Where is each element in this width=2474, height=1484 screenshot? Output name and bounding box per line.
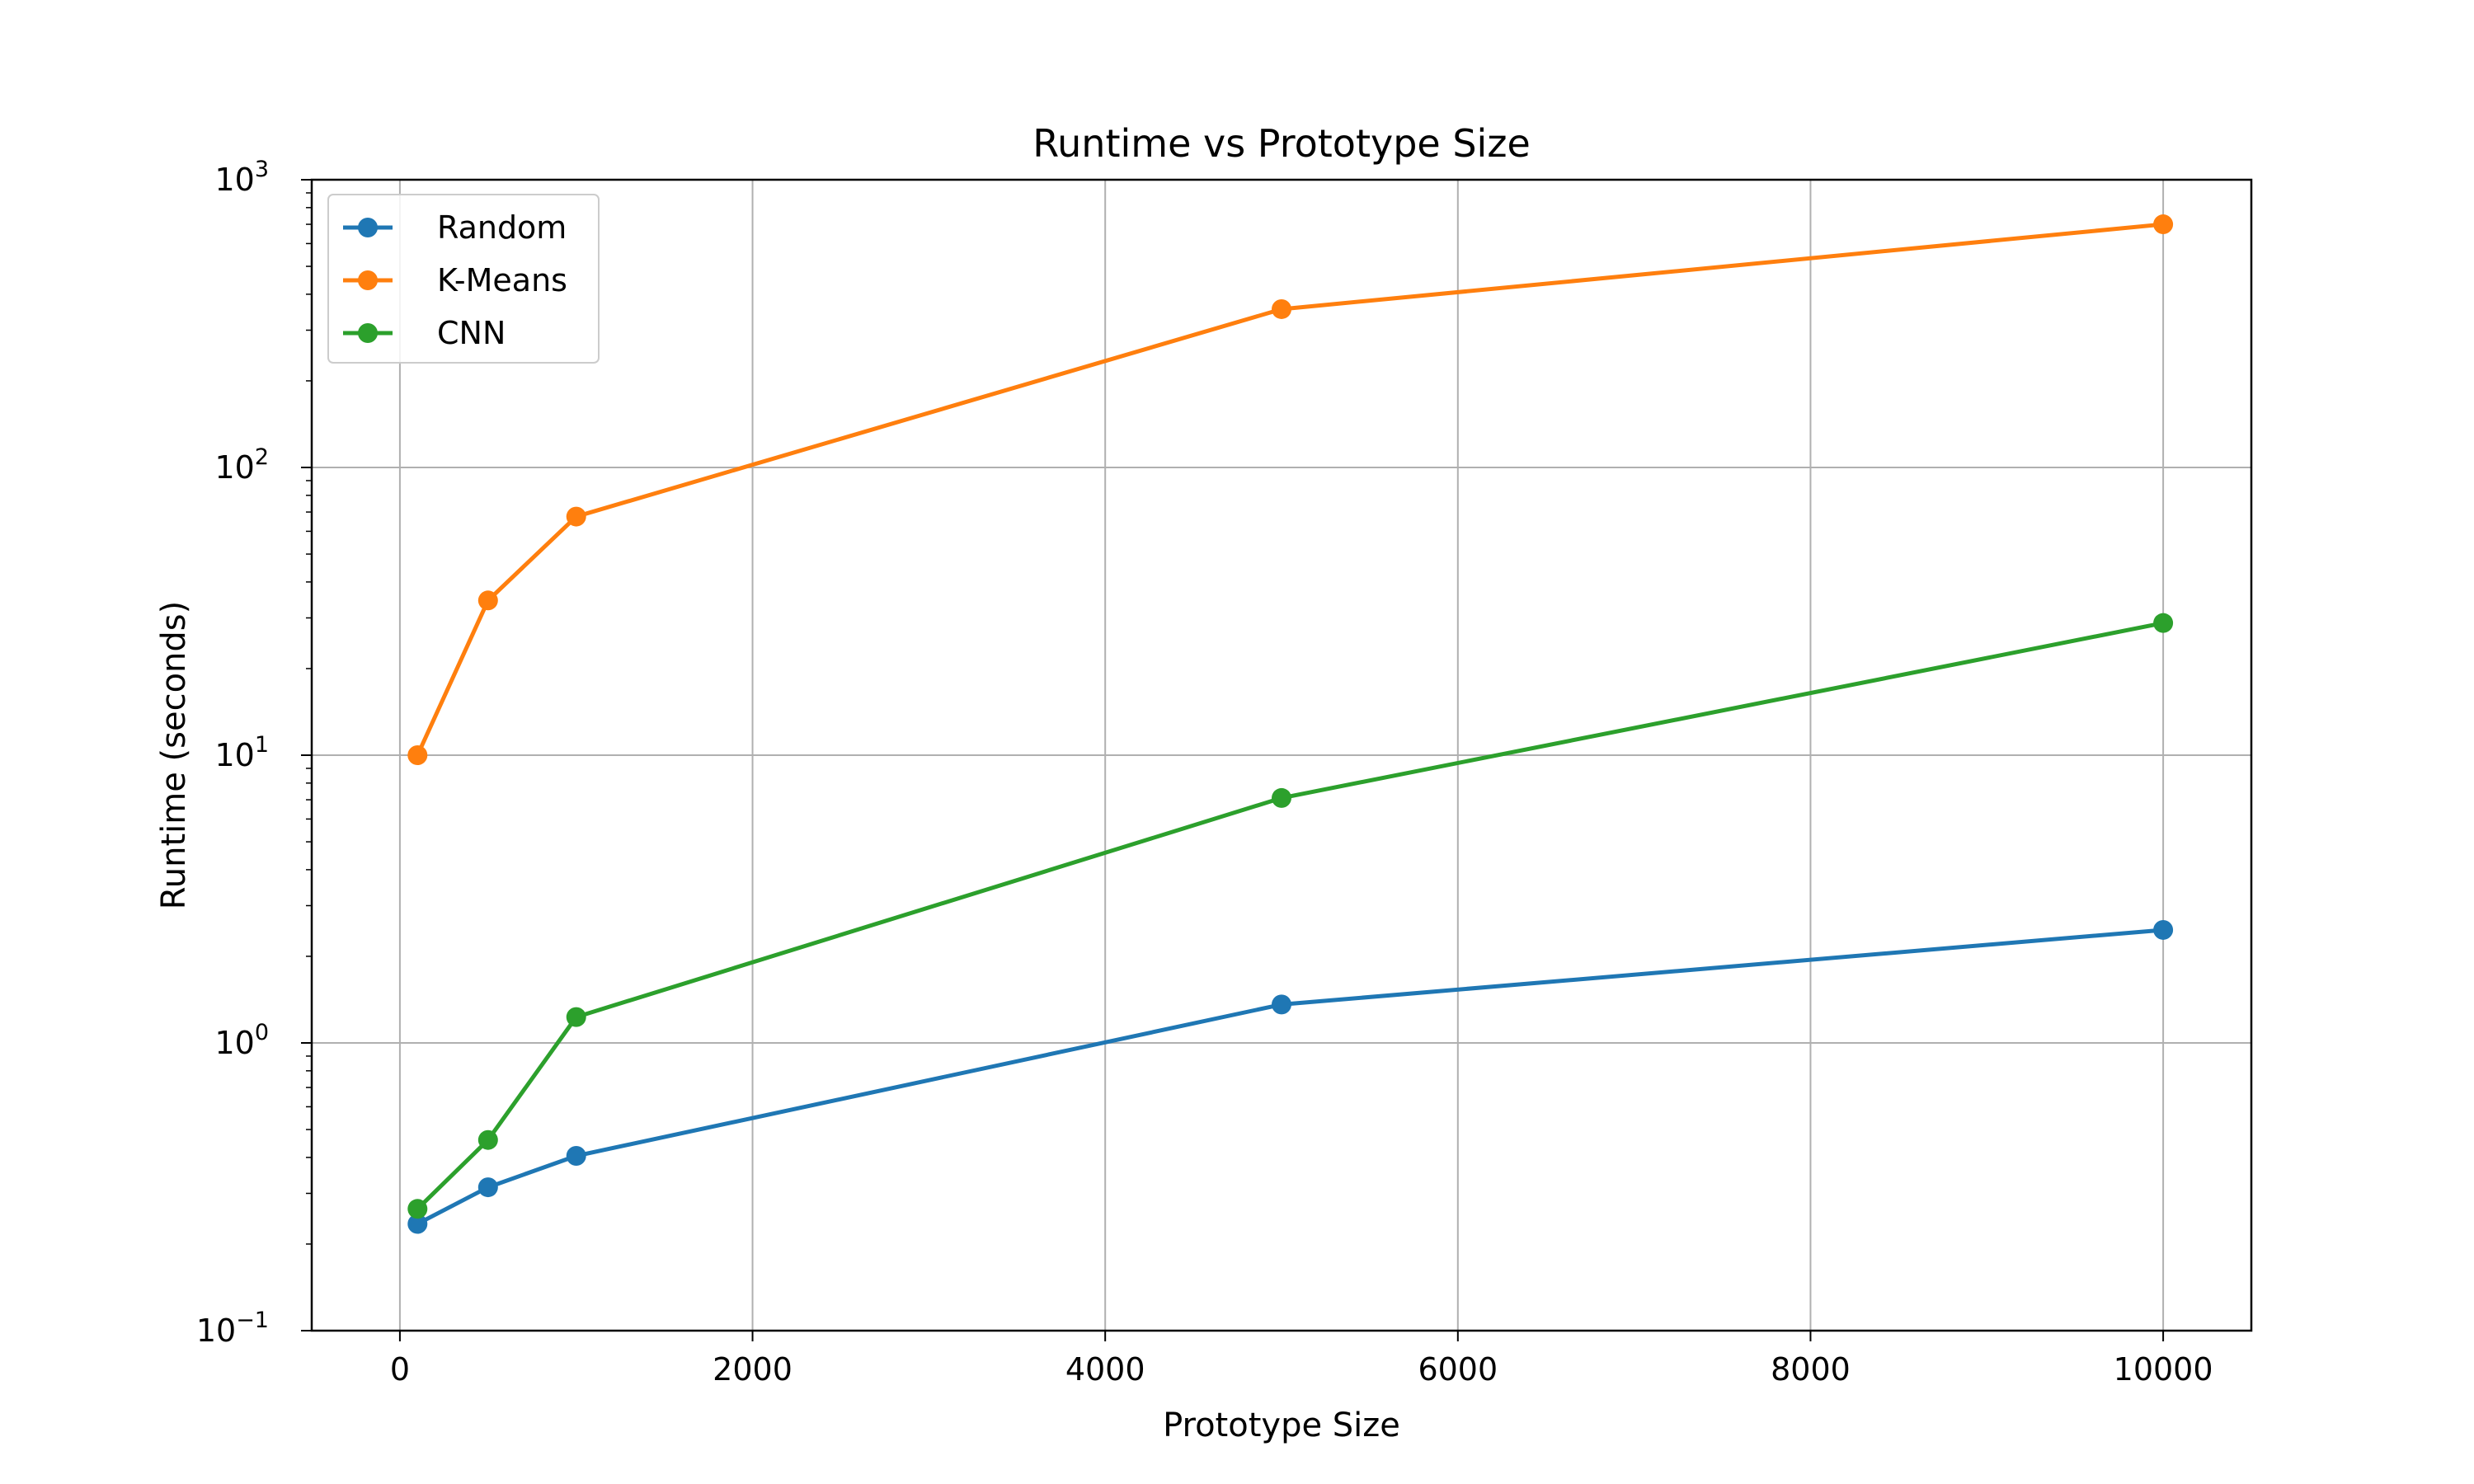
y-tick-base: 10 [214,1025,254,1061]
legend-label-cnn: CNN [437,315,506,351]
data-point-k-means [1272,298,1291,319]
data-point-k-means [2153,214,2174,235]
legend-label-k-means: K-Means [437,262,567,298]
y-tick-exponent: 0 [255,1020,269,1045]
legend-swatch-marker-cnn [358,323,378,343]
y-axis-label: Runtime (seconds) [155,601,193,910]
legend-label-random: Random [437,209,567,246]
data-point-cnn [566,1007,586,1027]
data-point-cnn [477,1129,498,1150]
data-point-cnn [407,1199,428,1219]
y-tick-label: 102 [214,444,269,486]
x-tick-label: 4000 [1065,1351,1145,1388]
y-tick-label: 101 [214,732,269,773]
data-point-k-means [566,506,586,527]
x-tick-label: 8000 [1771,1351,1851,1388]
y-tick-label: 10−1 [196,1308,269,1349]
y-tick-base: 10 [214,737,254,773]
data-point-random [477,1177,498,1198]
data-point-k-means [407,745,428,765]
y-tick-exponent: 1 [255,732,269,758]
x-tick-label: 2000 [713,1351,793,1388]
legend-swatch-marker-k-means [358,270,378,290]
y-tick-label: 103 [214,157,269,198]
y-tick-exponent: 3 [255,157,269,182]
y-tick-base: 10 [214,162,254,198]
y-tick-exponent: −1 [236,1308,269,1333]
y-tick-base: 10 [196,1313,236,1349]
y-tick-base: 10 [214,449,254,486]
data-point-random [407,1214,428,1234]
x-axis-label: Prototype Size [1163,1407,1400,1444]
y-tick-label: 100 [214,1020,269,1061]
data-point-cnn [1272,787,1291,808]
data-point-random [1272,994,1291,1015]
chart-title: Runtime vs Prototype Size [1032,121,1531,166]
data-point-cnn [2153,613,2174,633]
x-tick-label: 6000 [1418,1351,1498,1388]
legend-swatch-marker-random [358,218,378,237]
x-tick-label: 10000 [2114,1351,2213,1388]
legend: Random K-Means CNN [327,194,600,364]
x-tick-label: 0 [390,1351,410,1388]
data-point-random [2153,919,2174,940]
series-lines [407,214,2174,1234]
data-point-random [566,1145,586,1166]
legend-box [327,194,600,364]
y-tick-exponent: 2 [255,444,269,470]
data-point-k-means [477,590,498,611]
